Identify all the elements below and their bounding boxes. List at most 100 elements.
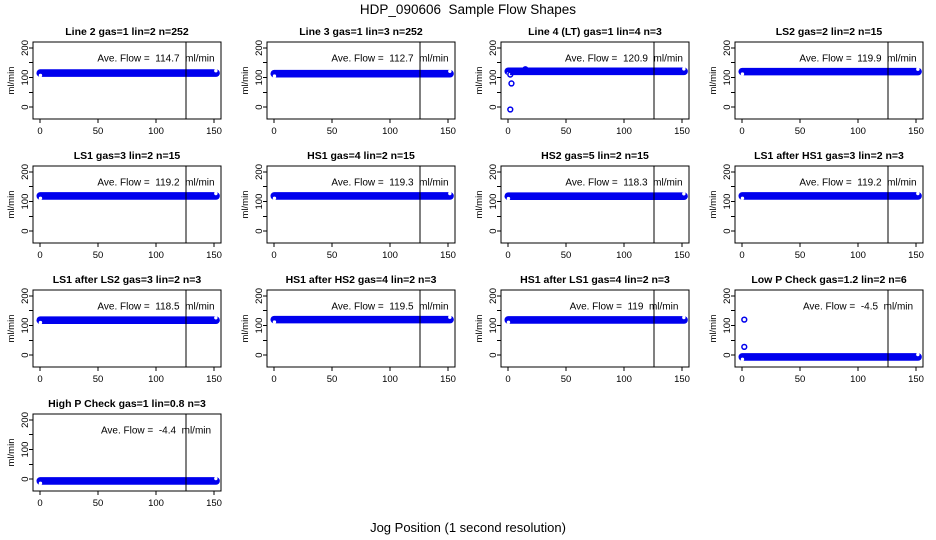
plots-grid: Line 2 gas=1 lin=2 n=252 0 100 200 ml/min 0 50…: [0, 20, 936, 516]
flow-band: [504, 192, 688, 201]
x-tick-label: 150: [206, 374, 222, 385]
band-end-notch: [916, 352, 920, 357]
y-tick-label: 200: [722, 40, 733, 56]
band-end-notch: [272, 74, 277, 78]
flow-band: [270, 192, 454, 200]
y-axis-title: ml/min: [6, 191, 17, 219]
avg-flow-annotation: Ave. Flow = 118.5 ml/min: [97, 301, 214, 312]
plot-box: [734, 289, 924, 368]
subplot-9: LS1 after LS2 gas=3 lin=2 n=3 0 100 200 ml/m…: [0, 268, 234, 392]
subplot-12: Low P Check gas=1.2 lin=2 n=6 0 100 200 ml/m…: [702, 268, 936, 392]
y-tick-label: 200: [20, 288, 31, 304]
band-end-notch: [682, 192, 686, 196]
x-tick-label: 50: [561, 374, 572, 385]
avg-flow-annotation: Ave. Flow = 120.9 ml/min: [565, 53, 683, 64]
x-tick-label: 0: [739, 374, 744, 385]
x-tick-label: 50: [561, 126, 572, 137]
y-tick-label: 100: [20, 194, 31, 210]
band-end-notch: [740, 196, 745, 201]
subplot-svg: LS1 after HS1 gas=3 lin=2 n=3 0 100 200ml/m…: [708, 150, 924, 261]
x-tick-label: 100: [382, 250, 398, 261]
flow-band: [36, 192, 220, 200]
y-axis-title: ml/min: [474, 191, 485, 219]
x-tick-label: 0: [739, 250, 744, 261]
y-axis-title: ml/min: [474, 315, 485, 343]
x-axis-label: Jog Position (1 second resolution): [370, 520, 566, 535]
y-tick-label: 200: [488, 40, 499, 56]
plot-title: HS2 gas=5 lin=2 n=15: [541, 150, 649, 162]
y-tick-label: 0: [488, 105, 499, 110]
y-tick-label: 0: [20, 353, 31, 358]
flow-band: [738, 353, 922, 361]
x-tick-label: 100: [148, 374, 164, 385]
avg-flow-annotation: Ave. Flow = 119.5 ml/min: [331, 301, 448, 312]
y-tick-label: 0: [20, 477, 31, 482]
x-tick-label: 0: [271, 250, 276, 261]
x-tick-label: 150: [440, 374, 456, 385]
band-end-notch: [448, 69, 452, 73]
y-tick-label: 0: [254, 229, 265, 234]
x-tick-label: 0: [37, 498, 42, 509]
x-tick-label: 50: [93, 374, 104, 385]
subplot-3: Line 4 (LT) gas=1 lin=4 n=3 0 100 200 ml/min…: [468, 20, 702, 144]
band-end-notch: [38, 320, 43, 325]
x-tick-label: 50: [327, 250, 338, 261]
band-end-notch: [506, 320, 511, 325]
plot-box: [266, 41, 456, 120]
y-tick-label: 200: [20, 164, 31, 180]
y-tick-label: 100: [722, 70, 733, 86]
avg-flow-annotation: Ave. Flow = -4.4 ml/min: [101, 425, 211, 436]
y-tick-label: 100: [488, 194, 499, 210]
x-tick-label: 150: [206, 126, 222, 137]
y-tick-label: 0: [488, 229, 499, 234]
x-tick-label: 150: [908, 374, 924, 385]
flow-band: [270, 315, 454, 324]
x-tick-label: 100: [382, 126, 398, 137]
subplot-5: LS1 gas=3 lin=2 n=15 0 100 200 ml/min 0 50 100 1…: [0, 144, 234, 268]
plot-box: [266, 289, 456, 368]
flow-band: [738, 67, 922, 76]
y-tick-label: 0: [254, 105, 265, 110]
y-tick-label: 0: [254, 353, 265, 358]
x-tick-label: 100: [616, 250, 632, 261]
x-tick-label: 150: [674, 250, 690, 261]
y-axis-title: ml/min: [6, 315, 17, 343]
y-tick-label: 100: [254, 70, 265, 86]
y-axis-title: ml/min: [240, 191, 251, 219]
y-tick-label: 0: [20, 105, 31, 110]
x-tick-label: 0: [37, 250, 42, 261]
flow-band: [36, 316, 220, 325]
band-end-notch: [506, 196, 511, 201]
outlier-point: [741, 343, 748, 351]
subplot-10: HS1 after HS2 gas=4 lin=2 n=3 0 100 200 ml/m…: [234, 268, 468, 392]
plot-title: Line 3 gas=1 lin=3 n=252: [299, 26, 423, 38]
flow-band: [36, 69, 220, 77]
x-tick-label: 100: [850, 126, 866, 137]
plot-box: [32, 289, 222, 368]
y-tick-label: 100: [20, 70, 31, 86]
y-tick-label: 100: [20, 442, 31, 458]
plot-box: [500, 41, 690, 120]
y-axis-title: ml/min: [240, 315, 251, 343]
subplot-7: HS2 gas=5 lin=2 n=15 0 100 200 ml/min 0 50 100 1…: [468, 144, 702, 268]
x-tick-label: 150: [440, 250, 456, 261]
avg-flow-annotation: Ave. Flow = -4.5 ml/min: [803, 301, 913, 312]
x-tick-label: 100: [148, 498, 164, 509]
x-tick-label: 100: [850, 250, 866, 261]
flow-band: [504, 316, 688, 324]
x-tick-label: 50: [795, 374, 806, 385]
subplot-13: High P Check gas=1 lin=0.8 n=3 0 100 200 ml/…: [0, 392, 234, 516]
plot-title: Line 4 (LT) gas=1 lin=4 n=3: [528, 26, 662, 38]
subplot-svg: HS1 after LS1 gas=4 lin=2 n=3 0 100 200ml/m…: [474, 274, 690, 385]
outlier-point: [508, 80, 515, 87]
y-tick-label: 200: [254, 40, 265, 56]
band-end-notch: [448, 315, 452, 319]
x-tick-label: 150: [908, 126, 924, 137]
outlier-point: [507, 106, 514, 113]
x-tick-label: 100: [148, 250, 164, 261]
y-tick-label: 200: [722, 164, 733, 180]
y-tick-label: 200: [722, 288, 733, 304]
outlier-point: [522, 66, 529, 73]
